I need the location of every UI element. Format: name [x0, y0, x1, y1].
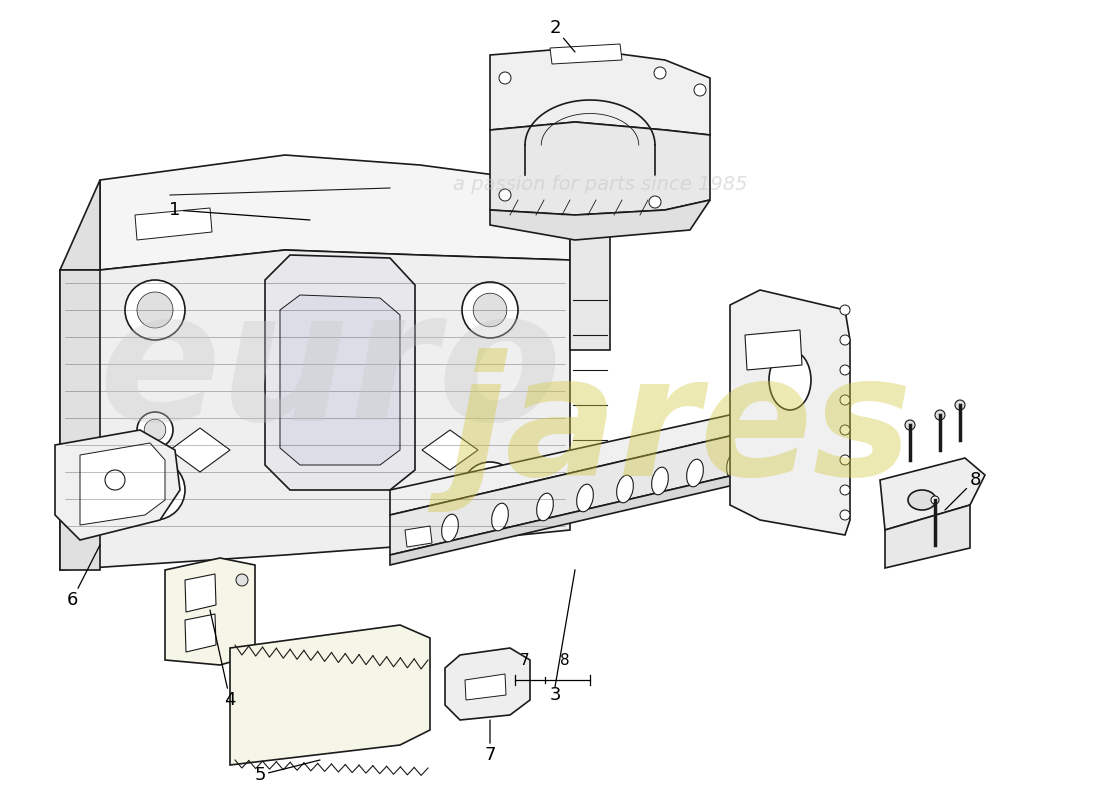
Polygon shape [60, 270, 100, 570]
Text: jares: jares [448, 348, 912, 512]
Polygon shape [490, 200, 710, 240]
Polygon shape [730, 290, 850, 535]
Circle shape [473, 293, 507, 326]
Polygon shape [490, 48, 710, 135]
Polygon shape [165, 558, 255, 665]
Circle shape [654, 67, 666, 79]
Polygon shape [886, 505, 970, 568]
Circle shape [138, 292, 173, 328]
Circle shape [840, 425, 850, 435]
Polygon shape [880, 458, 984, 530]
Polygon shape [465, 674, 506, 700]
Circle shape [840, 335, 850, 345]
Polygon shape [80, 443, 165, 525]
Circle shape [931, 496, 939, 504]
Text: a passion for parts since 1985: a passion for parts since 1985 [453, 175, 747, 194]
Polygon shape [446, 648, 530, 720]
Text: 1: 1 [169, 201, 310, 220]
Circle shape [125, 460, 185, 520]
Polygon shape [265, 255, 415, 490]
Polygon shape [60, 250, 570, 570]
Polygon shape [570, 185, 611, 350]
Polygon shape [490, 122, 710, 215]
Text: 7: 7 [520, 653, 530, 668]
Circle shape [955, 400, 965, 410]
Text: 3: 3 [549, 686, 561, 704]
Text: 2: 2 [549, 19, 575, 52]
Text: 6: 6 [66, 545, 100, 609]
Circle shape [138, 472, 173, 508]
Text: 4: 4 [210, 610, 235, 709]
Polygon shape [60, 180, 100, 270]
Circle shape [840, 395, 850, 405]
Circle shape [840, 365, 850, 375]
Polygon shape [745, 330, 802, 370]
Polygon shape [390, 395, 820, 515]
Ellipse shape [442, 514, 459, 542]
Polygon shape [170, 428, 230, 472]
Circle shape [138, 412, 173, 448]
Ellipse shape [769, 350, 811, 410]
Circle shape [840, 510, 850, 520]
Circle shape [125, 280, 185, 340]
Ellipse shape [727, 451, 744, 478]
Circle shape [840, 305, 850, 315]
Polygon shape [550, 44, 622, 64]
Polygon shape [405, 526, 432, 547]
Circle shape [462, 282, 518, 338]
Polygon shape [390, 415, 820, 555]
Polygon shape [185, 574, 216, 612]
Circle shape [144, 419, 166, 441]
Text: 8: 8 [945, 471, 981, 510]
Polygon shape [390, 455, 820, 565]
Ellipse shape [537, 494, 553, 521]
Ellipse shape [617, 475, 634, 502]
Text: euro: euro [98, 282, 562, 458]
Circle shape [694, 84, 706, 96]
Ellipse shape [492, 503, 508, 530]
Polygon shape [230, 625, 430, 765]
Circle shape [840, 455, 850, 465]
Circle shape [649, 196, 661, 208]
Ellipse shape [908, 490, 936, 510]
Circle shape [499, 189, 512, 201]
Ellipse shape [651, 467, 669, 494]
Circle shape [499, 72, 512, 84]
Text: 8: 8 [560, 653, 570, 668]
Polygon shape [135, 208, 212, 240]
Circle shape [905, 420, 915, 430]
Ellipse shape [576, 484, 593, 512]
Polygon shape [55, 430, 180, 540]
Circle shape [935, 410, 945, 420]
Text: 7: 7 [484, 720, 496, 764]
Polygon shape [185, 614, 216, 652]
Circle shape [462, 462, 518, 518]
Circle shape [840, 485, 850, 495]
Circle shape [236, 574, 248, 586]
Polygon shape [422, 430, 478, 470]
Ellipse shape [686, 459, 703, 486]
Circle shape [104, 470, 125, 490]
Text: 5: 5 [254, 760, 320, 784]
Polygon shape [280, 295, 400, 465]
Polygon shape [100, 155, 570, 270]
Circle shape [473, 473, 507, 507]
